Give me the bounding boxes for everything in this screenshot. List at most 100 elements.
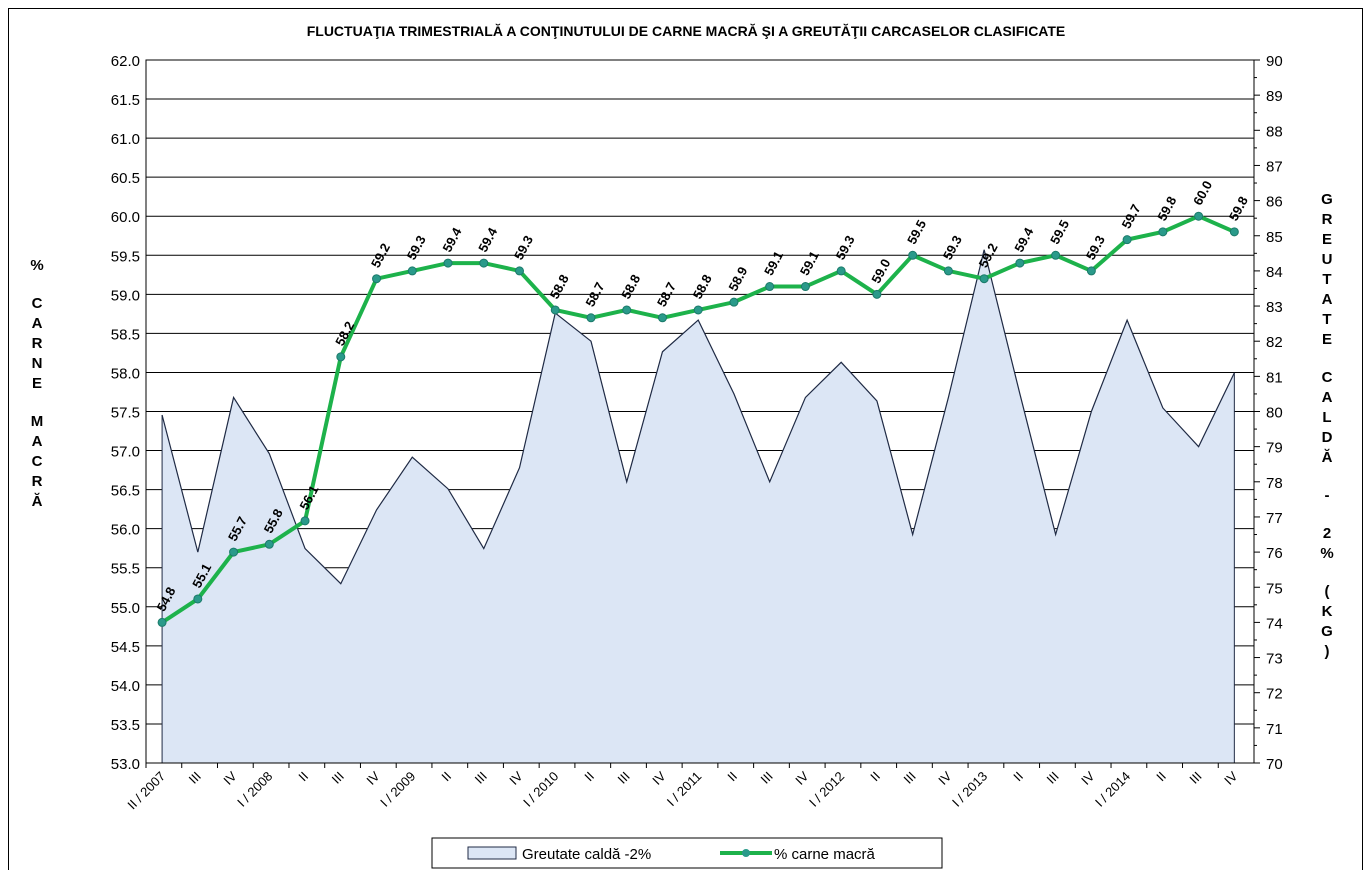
- marker: [1051, 250, 1061, 260]
- data-label: 59.8: [1154, 194, 1179, 223]
- y-tick-label: 55.0: [111, 600, 140, 617]
- y-tick-label: 54.5: [111, 639, 140, 656]
- marker: [515, 266, 525, 276]
- x-tick-label: I / 2011: [664, 769, 705, 810]
- marker: [264, 539, 274, 549]
- marker: [586, 313, 596, 323]
- x-tick-label: I / 2008: [234, 769, 275, 810]
- chart-border: [8, 8, 1363, 870]
- y2-tick-label: 72: [1266, 686, 1283, 703]
- y2-tick-label: 90: [1266, 53, 1283, 70]
- y-tick-label: 61.0: [111, 131, 140, 148]
- x-tick-label: I / 2012: [806, 769, 847, 810]
- y2-tick-label: 85: [1266, 229, 1283, 246]
- data-label: 59.3: [833, 233, 858, 262]
- marker: [657, 313, 667, 323]
- data-label: 58.8: [547, 272, 572, 301]
- x-tick-label: IV: [935, 768, 955, 788]
- marker: [443, 258, 453, 268]
- marker: [1015, 258, 1025, 268]
- marker: [407, 266, 417, 276]
- y2-tick-label: 84: [1266, 264, 1283, 281]
- x-tick-label: IV: [649, 768, 669, 788]
- y2-tick-label: 73: [1266, 651, 1283, 668]
- marker: [729, 297, 739, 307]
- data-label: 56.1: [296, 483, 321, 512]
- data-label: 59.3: [511, 233, 536, 262]
- x-tick-label: III: [186, 769, 204, 787]
- marker: [622, 305, 632, 315]
- marker: [979, 274, 989, 284]
- data-label: 59.4: [475, 224, 500, 254]
- marker: [157, 617, 167, 627]
- data-label: 59.4: [439, 224, 464, 254]
- y-tick-label: 53.5: [111, 717, 140, 734]
- area-line: [161, 249, 1235, 585]
- data-label: 59.5: [1047, 217, 1072, 246]
- data-label: 59.3: [940, 233, 965, 262]
- x-tick-label: I / 2014: [1092, 769, 1133, 810]
- y2-tick-label: 77: [1266, 510, 1283, 527]
- y2-tick-label: 88: [1266, 123, 1283, 140]
- marker: [1086, 266, 1096, 276]
- y2-tick-label: 82: [1266, 334, 1283, 351]
- marker: [1158, 227, 1168, 237]
- x-tick-label: III: [615, 769, 633, 787]
- marker: [1194, 211, 1204, 221]
- marker: [800, 282, 810, 292]
- marker: [336, 352, 346, 362]
- marker: [765, 282, 775, 292]
- marker: [479, 258, 489, 268]
- y-tick-label: 60.0: [111, 209, 140, 226]
- y-tick-label: 56.0: [111, 522, 140, 539]
- x-tick-label: IV: [792, 768, 812, 788]
- y-tick-label: 56.5: [111, 483, 140, 500]
- area: [162, 249, 1235, 763]
- x-tick-label: II: [438, 769, 454, 785]
- x-tick-label: III: [472, 769, 490, 787]
- legend-box: [431, 837, 943, 869]
- y2-tick-label: 83: [1266, 299, 1283, 316]
- y-tick-label: 62.0: [111, 53, 140, 70]
- marker: [193, 594, 203, 604]
- x-tick-label: II: [295, 769, 311, 785]
- data-label: 59.8: [1226, 194, 1251, 223]
- y2-tick-label: 89: [1266, 88, 1283, 105]
- axis-title: % C A R N E M A C R Ă: [30, 257, 43, 510]
- x-tick-label: I / 2009: [377, 769, 418, 810]
- x-tick-label: IV: [363, 768, 383, 788]
- x-tick-label: IV: [1078, 768, 1098, 788]
- x-tick-label: I / 2013: [949, 769, 990, 810]
- y-tick-label: 58.5: [111, 326, 140, 343]
- x-tick-label: II: [724, 769, 740, 785]
- x-tick-label: II: [867, 769, 883, 785]
- data-label: 59.5: [904, 217, 929, 246]
- marker: [872, 289, 882, 299]
- x-tick-label: III: [1186, 769, 1204, 787]
- data-label: 59.1: [797, 249, 822, 278]
- data-label: 58.8: [690, 272, 715, 301]
- y2-tick-label: 75: [1266, 580, 1283, 597]
- axis-title: G R E U T A T E C A L D Ă -2%(K G): [1320, 191, 1333, 660]
- y2-tick-label: 80: [1266, 405, 1283, 422]
- y2-tick-label: 76: [1266, 545, 1283, 562]
- data-label: 59.1: [761, 249, 786, 278]
- legend-label: Greutate caldă -2%: [522, 846, 651, 863]
- y-tick-label: 58.0: [111, 365, 140, 382]
- y2-tick-label: 78: [1266, 475, 1283, 492]
- y2-tick-label: 71: [1266, 721, 1283, 738]
- x-tick-label: II: [1153, 769, 1169, 785]
- x-tick-label: IV: [506, 768, 526, 788]
- legend-swatch: [467, 846, 517, 860]
- marker: [372, 274, 382, 284]
- data-label: 59.4: [1011, 224, 1036, 254]
- y-tick-label: 57.0: [111, 444, 140, 461]
- marker: [908, 250, 918, 260]
- x-tick-label: II: [581, 769, 597, 785]
- x-tick-label: III: [1043, 769, 1061, 787]
- y-tick-label: 60.5: [111, 170, 140, 187]
- marker: [1122, 235, 1132, 245]
- marker: [300, 516, 310, 526]
- marker: [943, 266, 953, 276]
